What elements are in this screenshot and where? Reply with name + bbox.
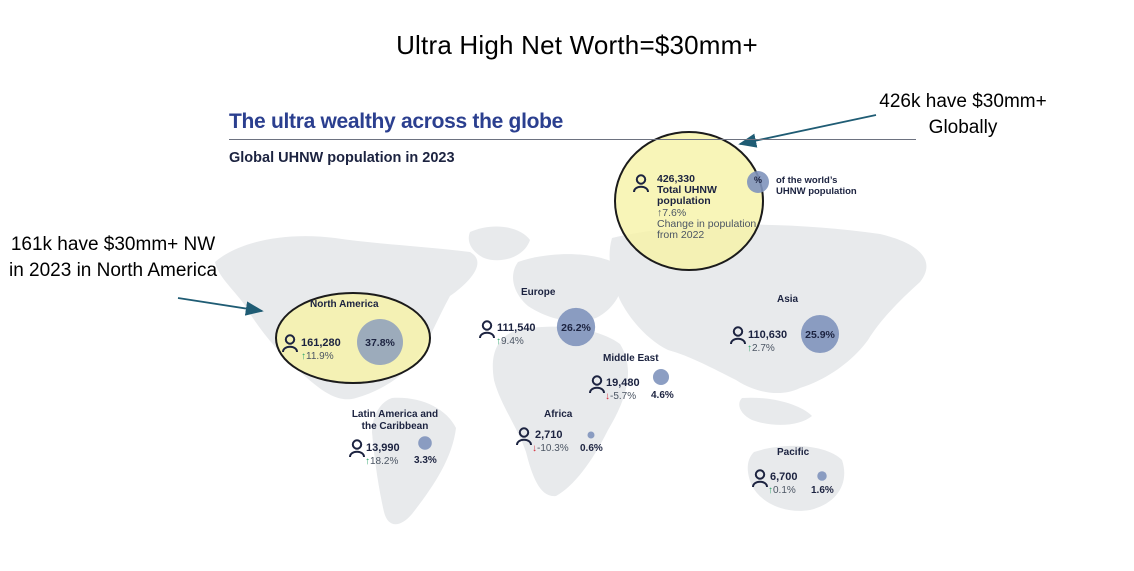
change-latin-america: ↑18.2% — [365, 456, 398, 467]
global-change-label-1: Change in population — [657, 218, 757, 230]
share-bubble-latin-america — [418, 436, 432, 450]
share-bubble-pacific — [817, 471, 827, 481]
global-share-label-1: of the world’s — [776, 175, 838, 186]
change-middle-east: ↓-5.7% — [605, 391, 636, 402]
map-subtitle: Global UHNW population in 2023 — [229, 150, 455, 166]
global-highlight-ellipse — [614, 131, 764, 271]
change-pacific: ↑0.1% — [768, 485, 796, 496]
count-pacific: 6,700 — [770, 471, 798, 483]
global-share-label-2: UHNW population — [776, 186, 857, 197]
global-change-block: ↑7.6% Change in population from 2022 — [657, 208, 756, 241]
annotation-north-america: 161k have $30mm+ NW in 2023 in North Ame… — [8, 234, 218, 281]
share-middle-east: 4.6% — [651, 390, 674, 401]
landmass-southeast-asia — [739, 397, 812, 425]
share-bubble-europe — [556, 307, 596, 347]
count-africa: 2,710 — [535, 429, 563, 441]
global-total-label-2: population — [657, 195, 711, 207]
landmass-australia — [747, 445, 845, 511]
region-name-middle-east: Middle East — [603, 353, 659, 364]
page-title: Ultra High Net Worth=$30mm+ — [396, 30, 758, 60]
change-arrow: ↑ — [768, 485, 773, 496]
landmass-south-america — [372, 397, 456, 525]
change-value: 0.1% — [773, 485, 796, 496]
europe-person-icon — [479, 320, 495, 339]
region-name-africa: Africa — [544, 409, 573, 420]
region-name-latin-america-line-2: the Caribbean — [361, 421, 429, 432]
change-value: 11.9% — [306, 351, 334, 362]
global-share-symbol: % — [753, 175, 762, 185]
region-name-latin-america: Latin America and the Caribbean — [340, 409, 450, 433]
change-north-america: ↑11.9% — [301, 351, 334, 362]
change-arrow: ↓ — [532, 443, 537, 454]
share-bubbles — [357, 171, 840, 481]
share-latin-america: 3.3% — [414, 455, 437, 466]
share-bubble-middle-east — [652, 368, 670, 386]
title-divider — [229, 139, 916, 140]
share-north-america: 37.8% — [365, 337, 395, 349]
global-share-label: of the world’s UHNW population — [776, 175, 857, 197]
share-europe: 26.2% — [561, 322, 591, 334]
north-america-arrow — [177, 297, 264, 316]
landmass-africa — [492, 326, 629, 497]
change-value: 9.4% — [501, 336, 524, 347]
change-value: -10.3% — [537, 443, 569, 454]
global-change-label-2: from 2022 — [657, 229, 705, 241]
change-arrow: ↓ — [605, 391, 610, 402]
change-value: 2.7% — [752, 343, 775, 354]
latin-america-person-icon — [349, 439, 365, 458]
region-name-north-america: North America — [310, 299, 379, 310]
change-value: -5.7% — [610, 391, 637, 402]
change-arrow: ↑ — [301, 351, 306, 362]
change-arrow: ↑ — [496, 336, 501, 347]
landmass-greenland — [468, 226, 530, 261]
share-bubble-asia — [800, 314, 840, 354]
share-bubble-global — [747, 171, 769, 193]
map-title: The ultra wealthy across the globe — [229, 110, 564, 133]
count-middle-east: 19,480 — [606, 377, 640, 389]
change-africa: ↓-10.3% — [532, 443, 569, 454]
count-latin-america: 13,990 — [366, 442, 400, 454]
region-name-europe: Europe — [521, 287, 556, 298]
share-pacific: 1.6% — [811, 485, 834, 496]
share-bubble-north-america — [357, 319, 403, 365]
count-europe: 111,540 — [497, 322, 536, 334]
region-name-asia: Asia — [777, 294, 799, 305]
change-value: 18.2% — [370, 456, 399, 467]
annotation-global: 426k have $30mm+ Globally — [879, 91, 1047, 138]
landmass-europe — [513, 254, 623, 322]
global-total-block: 426,330 Total UHNW population — [657, 174, 717, 207]
count-asia: 110,630 — [748, 329, 788, 341]
region-name-pacific: Pacific — [777, 447, 810, 458]
change-europe: ↑9.4% — [496, 336, 524, 347]
share-africa: 0.6% — [580, 443, 603, 454]
change-asia: ↑2.7% — [747, 343, 775, 354]
change-arrow: ↑ — [747, 343, 752, 354]
global-change-value: ↑7.6% — [657, 207, 687, 219]
global-total-value: 426,330 — [657, 173, 695, 185]
share-asia: 25.9% — [805, 329, 835, 341]
count-north-america: 161,280 — [301, 337, 341, 349]
region-name-latin-america-line-1: Latin America and — [351, 409, 439, 420]
share-bubble-africa — [587, 431, 595, 439]
change-arrow: ↑ — [365, 456, 370, 467]
global-total-label-1: Total UHNW — [657, 184, 717, 196]
